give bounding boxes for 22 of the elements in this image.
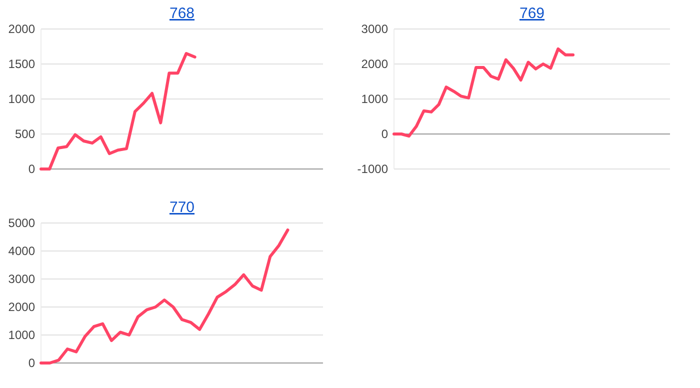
y-tick-label: 1000 (361, 92, 388, 106)
y-tick-label: 0 (381, 127, 388, 142)
chart-title: 770 (169, 199, 195, 216)
y-tick-label: 2000 (361, 57, 388, 72)
y-tick-label: 2000 (8, 22, 36, 36)
y-tick-label: -1000 (357, 162, 388, 176)
line-series (392, 47, 575, 138)
y-tick-label: 3000 (8, 272, 36, 286)
line-series (40, 52, 196, 170)
chart-title: 768 (169, 5, 195, 22)
y-tick-label: 0 (28, 162, 36, 176)
y-tick-label: 500 (14, 127, 36, 142)
y-tick-label: 1000 (8, 92, 36, 106)
y-tick-label: 2000 (8, 300, 36, 314)
y-tick-label: 3000 (361, 22, 388, 36)
y-tick-label: 0 (28, 356, 36, 370)
y-tick-label: 5000 (8, 216, 36, 230)
line-series (40, 228, 290, 364)
y-tick-label: 4000 (8, 244, 36, 258)
chart-title: 769 (519, 5, 545, 22)
y-tick-label: 1500 (8, 57, 36, 72)
y-tick-label: 1000 (8, 328, 36, 342)
